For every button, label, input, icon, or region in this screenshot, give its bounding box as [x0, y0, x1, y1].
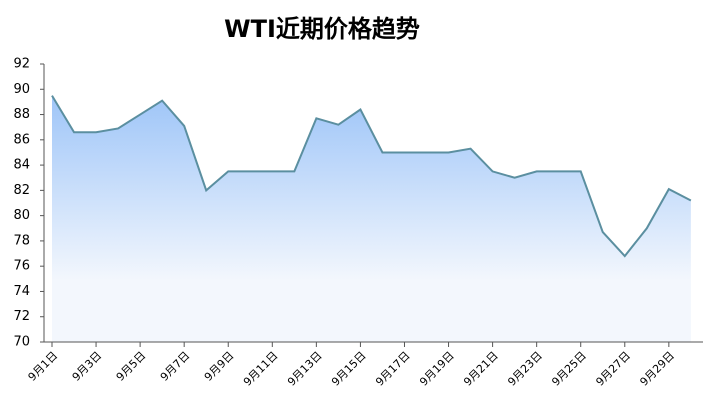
- y-tick-label: 82: [13, 183, 30, 198]
- x-tick-label: 9月15日: [329, 349, 369, 389]
- y-tick-label: 78: [13, 233, 30, 248]
- y-tick-label: 92: [13, 57, 30, 72]
- x-tick-label: 9月25日: [549, 349, 589, 389]
- x-tick-label: 9月17日: [373, 349, 413, 389]
- x-tick-label: 9月23日: [505, 349, 545, 389]
- x-tick-label: 9月7日: [158, 349, 193, 384]
- y-tick-label: 70: [13, 335, 30, 350]
- x-tick-label: 9月19日: [417, 349, 457, 389]
- x-tick-label: 9月11日: [241, 349, 281, 389]
- y-tick-label: 76: [13, 259, 30, 274]
- x-tick-label: 9月5日: [114, 349, 149, 384]
- area: [52, 95, 691, 342]
- chart-title: WTI近期价格趋势: [224, 15, 420, 43]
- y-tick-label: 72: [13, 309, 30, 324]
- x-tick-label: 9月3日: [70, 349, 105, 384]
- x-tick-label: 9月21日: [461, 349, 501, 389]
- y-tick-label: 74: [13, 284, 30, 299]
- y-tick-label: 86: [13, 132, 30, 147]
- y-tick-label: 88: [13, 107, 30, 122]
- x-tick-label: 9月13日: [285, 349, 325, 389]
- y-tick-label: 80: [13, 208, 30, 223]
- x-tick-label: 9月29日: [637, 349, 677, 389]
- x-tick-label: 9月1日: [26, 349, 61, 384]
- line: [51, 95, 692, 258]
- y-tick-label: 90: [13, 82, 30, 97]
- y-tick-label: 84: [13, 158, 30, 173]
- x-tick-label: 9月27日: [593, 349, 633, 389]
- x-tick-label: 9月9日: [202, 349, 237, 384]
